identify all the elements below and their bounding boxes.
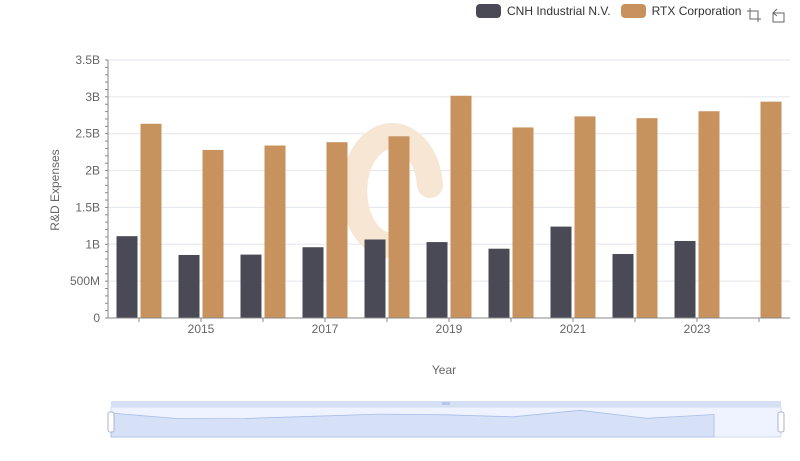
bar-rtx-2015[interactable]: [202, 149, 224, 318]
bars: [116, 95, 782, 319]
zoom-select-icon[interactable]: [746, 7, 762, 23]
bar-rtx-2021[interactable]: [574, 116, 596, 319]
bar-rtx-2017[interactable]: [326, 142, 348, 318]
slider-left-handle[interactable]: [107, 411, 115, 433]
bar-cnh-2015[interactable]: [178, 254, 200, 318]
bar-cnh-2016[interactable]: [240, 254, 262, 318]
x-tick-label: 2017: [312, 322, 339, 336]
legend-swatch-rtx: [620, 4, 646, 18]
restore-icon[interactable]: [770, 7, 786, 23]
x-tick-label: 2019: [436, 322, 463, 336]
bar-cnh-2023[interactable]: [674, 240, 696, 318]
legend-label-cnh: CNH Industrial N.V.: [507, 4, 611, 18]
y-tick-label: 2.5B: [75, 127, 100, 141]
bar-cnh-2022[interactable]: [612, 254, 634, 318]
x-axis-label: Year: [432, 363, 456, 377]
toolbox: [746, 7, 786, 23]
bar-rtx-2023[interactable]: [698, 111, 720, 318]
bar-cnh-2020[interactable]: [488, 248, 510, 318]
slider-move-handle[interactable]: [442, 402, 450, 405]
watermark-logo: [341, 123, 443, 258]
bar-rtx-2022[interactable]: [636, 118, 658, 318]
bar-rtx-2018[interactable]: [388, 136, 410, 318]
legend-swatch-cnh: [476, 4, 501, 18]
bar-rtx-2016[interactable]: [264, 145, 286, 318]
legend-label-rtx: RTX Corporation: [651, 4, 742, 18]
bar-cnh-2014[interactable]: [116, 236, 138, 318]
x-axis: 2015 2017 2019 2021 2023: [108, 317, 790, 336]
legend-item-cnh[interactable]: CNH Industrial N.V.: [476, 4, 611, 18]
slider-preview: [110, 409, 715, 438]
slider-right-handle[interactable]: [777, 411, 785, 433]
legend: CNH Industrial N.V. RTX Corporation: [476, 4, 741, 18]
x-tick-label: 2023: [684, 322, 711, 336]
bar-rtx-2020[interactable]: [512, 127, 534, 318]
y-tick-label: 2B: [85, 164, 100, 178]
y-tick-label: 3B: [85, 90, 100, 104]
y-tick-label: 1B: [85, 237, 100, 251]
y-axis-label: R&D Expenses: [48, 149, 62, 230]
bar-rtx-2024[interactable]: [760, 101, 782, 318]
y-tick-label: 1.5B: [75, 200, 100, 214]
legend-item-rtx[interactable]: RTX Corporation: [620, 4, 742, 18]
bar-cnh-2019[interactable]: [426, 242, 448, 318]
x-tick-label: 2021: [560, 322, 587, 336]
y-tick-label: 3.5B: [75, 53, 100, 67]
bar-rtx-2019[interactable]: [450, 95, 472, 318]
bar-cnh-2018[interactable]: [364, 239, 386, 318]
bar-cnh-2021[interactable]: [550, 226, 572, 318]
y-axis: 0 500M 1B 1.5B 2B 2.5B 3B 3.5B: [70, 53, 109, 325]
bar-cnh-2017[interactable]: [302, 247, 324, 318]
bar-rtx-2014[interactable]: [140, 123, 162, 319]
x-tick-label: 2015: [188, 322, 215, 336]
data-zoom-slider[interactable]: [107, 401, 785, 438]
y-tick-label: 500M: [70, 274, 100, 288]
y-tick-label: 0: [93, 311, 100, 325]
